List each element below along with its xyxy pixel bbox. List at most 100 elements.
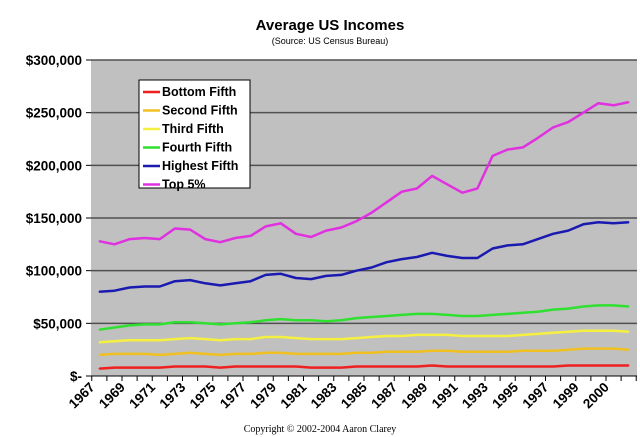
chart-subtitle: (Source: US Census Bureau) xyxy=(272,36,389,46)
data-point xyxy=(113,353,116,355)
legend-label: Bottom Fifth xyxy=(162,85,236,99)
data-point xyxy=(219,366,222,369)
data-point xyxy=(506,148,509,151)
data-point xyxy=(113,340,116,343)
data-point xyxy=(401,350,403,353)
data-point xyxy=(280,365,282,368)
data-point xyxy=(522,243,524,246)
data-point xyxy=(612,304,615,307)
data-point xyxy=(295,365,297,368)
data-point xyxy=(385,365,388,368)
series-line-fourth-fifth xyxy=(99,304,629,331)
data-point xyxy=(113,243,116,246)
data-point xyxy=(506,335,509,337)
data-point xyxy=(431,364,433,367)
series-line-third-fifth xyxy=(99,329,629,344)
data-point xyxy=(234,237,237,239)
legend: Bottom Fifth Second Fifth Third Fifth Fourt… xyxy=(138,79,251,192)
data-point xyxy=(340,366,343,369)
data-point xyxy=(325,353,327,355)
x-tick-label: 1983 xyxy=(308,379,340,411)
data-point xyxy=(567,229,569,232)
data-point xyxy=(295,233,297,235)
data-point xyxy=(159,238,161,240)
data-point xyxy=(370,316,373,318)
data-point xyxy=(159,354,161,356)
data-point xyxy=(189,279,191,281)
data-point xyxy=(597,102,600,104)
data-point xyxy=(416,313,418,315)
data-point xyxy=(310,236,312,238)
data-point xyxy=(567,348,569,351)
data-point xyxy=(143,339,146,341)
legend-label: Third Fifth xyxy=(162,122,224,136)
data-point xyxy=(552,365,554,368)
data-point xyxy=(249,353,252,355)
data-point xyxy=(310,366,312,369)
data-point xyxy=(582,111,585,114)
y-tick-label: $200,000 xyxy=(26,158,82,173)
data-point xyxy=(627,364,630,367)
data-point xyxy=(506,350,509,353)
data-point xyxy=(340,338,343,340)
data-point xyxy=(401,365,403,368)
data-point xyxy=(264,352,267,354)
data-point xyxy=(416,187,418,190)
data-point xyxy=(491,314,494,316)
data-point xyxy=(249,321,252,324)
data-point xyxy=(143,366,146,369)
data-point xyxy=(476,315,479,317)
data-point xyxy=(431,251,433,254)
data-point xyxy=(340,226,343,229)
data-point xyxy=(234,322,237,325)
data-point xyxy=(537,137,539,139)
series-line-highest-fifth xyxy=(99,220,629,293)
data-point xyxy=(627,330,630,333)
data-point xyxy=(597,364,600,367)
data-point xyxy=(552,126,554,129)
series-line-top-5- xyxy=(99,100,629,246)
data-point xyxy=(174,338,176,340)
data-point xyxy=(143,285,146,288)
y-tick-label: $150,000 xyxy=(26,211,82,226)
data-point xyxy=(189,352,191,354)
data-point xyxy=(295,353,297,355)
data-point xyxy=(537,310,539,313)
data-point xyxy=(159,323,161,326)
data-point xyxy=(370,365,373,368)
data-point xyxy=(189,228,191,231)
x-tick-label: 1993 xyxy=(459,379,491,411)
data-point xyxy=(174,280,176,283)
data-point xyxy=(491,155,494,157)
y-tick-label: $300,000 xyxy=(26,53,82,68)
data-point xyxy=(264,365,267,368)
x-tick-label: 1981 xyxy=(278,379,310,411)
data-point xyxy=(174,353,176,355)
data-point xyxy=(385,350,388,353)
data-point xyxy=(446,365,448,368)
data-point xyxy=(582,305,585,308)
x-tick-label: 1971 xyxy=(126,379,158,411)
y-tick-label: $100,000 xyxy=(26,264,82,279)
data-point xyxy=(128,286,131,289)
x-tick-label: 1973 xyxy=(157,379,189,411)
data-point xyxy=(128,324,131,327)
data-point xyxy=(143,237,146,239)
data-point xyxy=(249,338,252,340)
data-point xyxy=(264,319,267,321)
data-point xyxy=(537,365,539,368)
data-point xyxy=(506,313,509,315)
data-point xyxy=(476,350,479,353)
x-tick-label: 1967 xyxy=(66,380,98,412)
data-point xyxy=(612,364,615,367)
data-point xyxy=(522,349,524,352)
x-tick-label: 2000 xyxy=(580,380,612,412)
data-point xyxy=(370,336,373,338)
data-point xyxy=(264,336,267,338)
data-point xyxy=(446,349,448,352)
data-point xyxy=(537,238,539,240)
data-point xyxy=(431,349,433,352)
data-point xyxy=(627,101,630,103)
copyright-footer: Copyright © 2002-2004 Aaron Clarey xyxy=(244,424,397,435)
